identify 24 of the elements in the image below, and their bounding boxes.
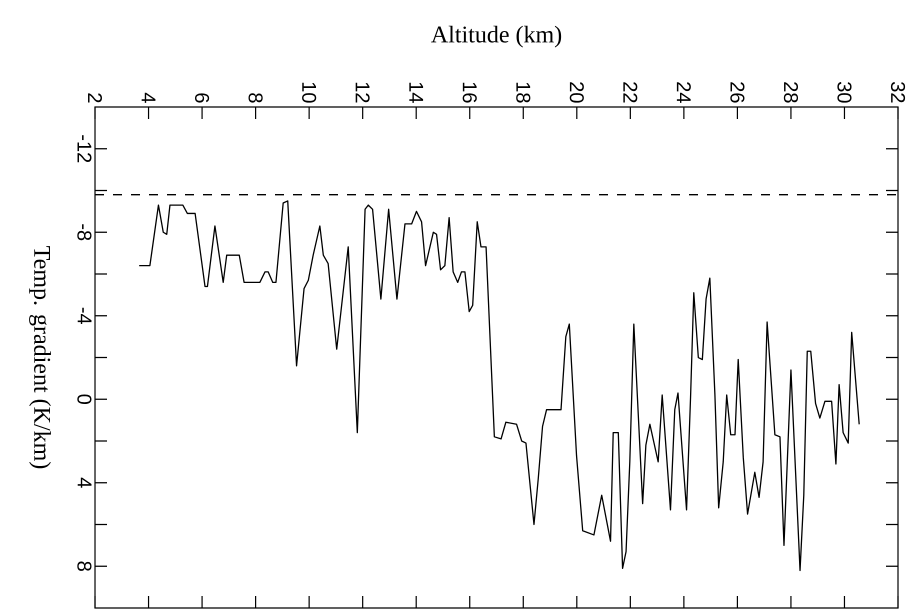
x-tick-label: 16 <box>462 82 477 103</box>
x-tick-label: 4 <box>142 92 156 103</box>
y-tick-label: -12 <box>78 135 92 162</box>
x-axis-title: Altitude (km) <box>431 26 562 48</box>
x-tick-label: 14 <box>409 82 424 103</box>
x-tick-label: 30 <box>837 82 852 103</box>
y-tick-label: 8 <box>77 562 92 571</box>
y-axis-title: Temp. gradient (K/km) <box>29 246 51 468</box>
x-tick-label: 12 <box>356 82 370 102</box>
x-tick-label: 10 <box>302 82 316 103</box>
x-tick-label: 22 <box>623 82 638 102</box>
x-tick-label: 26 <box>730 82 744 103</box>
x-tick-label: 28 <box>784 82 798 103</box>
x-tick-label: 32 <box>890 82 906 102</box>
x-tick-label: 8 <box>248 93 263 103</box>
x-tick-label: 2 <box>88 93 102 102</box>
y-tick-label: 0 <box>77 394 92 404</box>
y-tick-label: 4 <box>78 478 92 488</box>
y-tick-label: -4 <box>78 308 92 324</box>
x-tick-label: 20 <box>570 82 584 103</box>
x-tick-label: 18 <box>516 82 530 103</box>
x-tick-label: 24 <box>676 82 691 103</box>
y-tick-label: -8 <box>77 224 92 240</box>
x-tick-label: 6 <box>195 93 210 103</box>
